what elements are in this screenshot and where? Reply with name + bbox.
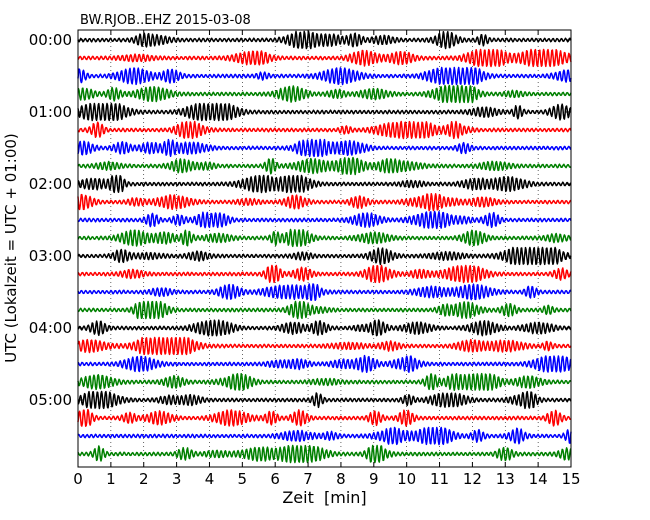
x-axis-ticks: 0 1 2 3 4 5 6 7 8 9 10 11 12 13 14 15: [73, 30, 581, 488]
y-tick-label-4: 04:00: [29, 319, 72, 337]
x-tick-label-6: 6: [270, 470, 280, 488]
trace-16: [77, 319, 572, 337]
x-tick-label-9: 9: [369, 470, 379, 488]
trace-3: [77, 84, 572, 104]
seismic-traces: [77, 30, 572, 464]
y-axis-label: UTC (Lokalzeit = UTC + 01:00): [2, 133, 20, 363]
trace-8: [77, 174, 572, 194]
y-axis-ticks: 00:00 01:00 02:00 03:00 04:00 05:00: [29, 31, 571, 409]
trace-21: [77, 408, 572, 427]
trace-10: [77, 210, 572, 230]
x-tick-label-11: 11: [430, 470, 449, 488]
x-tick-label-1: 1: [106, 470, 116, 488]
x-tick-label-10: 10: [397, 470, 416, 488]
trace-18: [77, 354, 572, 374]
chart-title: BW.RJOB..EHZ 2015-03-08: [80, 13, 251, 28]
trace-6: [77, 138, 572, 158]
x-tick-label-13: 13: [496, 470, 515, 488]
x-axis-label: Zeit [min]: [282, 488, 366, 507]
trace-4: [77, 102, 572, 122]
trace-23: [77, 444, 572, 464]
trace-17: [77, 336, 572, 356]
y-tick-label-0: 00:00: [29, 31, 72, 49]
trace-0: [77, 30, 572, 50]
x-tick-label-7: 7: [303, 470, 313, 488]
y-tick-label-3: 03:00: [29, 247, 72, 265]
x-tick-label-0: 0: [73, 470, 83, 488]
trace-7: [77, 156, 572, 176]
trace-1: [77, 48, 572, 68]
trace-12: [77, 246, 572, 266]
trace-13: [77, 264, 572, 284]
trace-5: [77, 120, 572, 140]
trace-20: [77, 390, 572, 410]
trace-11: [77, 228, 572, 248]
x-grid: [110, 30, 539, 467]
trace-2: [77, 66, 572, 86]
trace-19: [77, 372, 572, 391]
x-tick-label-4: 4: [205, 470, 215, 488]
trace-15: [77, 300, 572, 320]
y-tick-label-1: 01:00: [29, 103, 72, 121]
y-tick-label-2: 02:00: [29, 175, 72, 193]
trace-22: [77, 426, 572, 446]
x-tick-label-3: 3: [172, 470, 182, 488]
trace-14: [77, 283, 572, 302]
x-tick-label-12: 12: [463, 470, 482, 488]
x-tick-label-2: 2: [139, 470, 149, 488]
plot-frame: [77, 29, 572, 468]
y-tick-label-5: 05:00: [29, 391, 72, 409]
trace-9: [77, 192, 572, 212]
x-tick-label-8: 8: [336, 470, 346, 488]
x-tick-label-5: 5: [238, 470, 248, 488]
x-tick-label-15: 15: [561, 470, 580, 488]
x-tick-label-14: 14: [529, 470, 548, 488]
